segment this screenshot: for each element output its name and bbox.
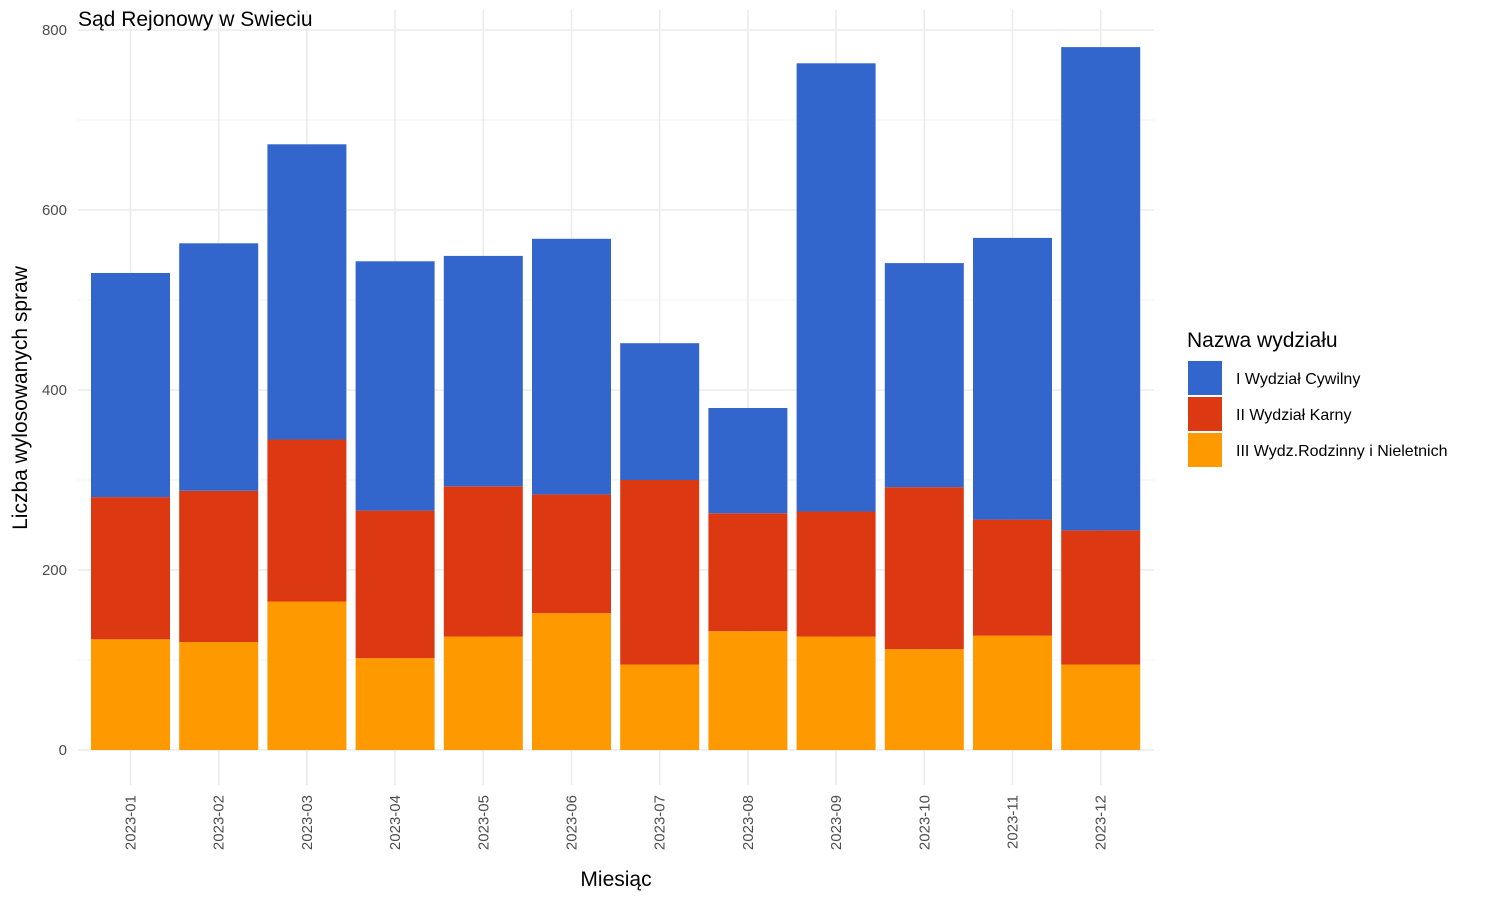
bar-segment [179, 490, 259, 642]
y-tick-label: 800 [42, 22, 67, 39]
bar-segment [532, 613, 611, 750]
bar-segment [355, 261, 435, 511]
x-tick-label: 2023-02 [211, 795, 228, 850]
y-tick-label: 600 [42, 202, 67, 219]
legend: Nazwa wydziału I Wydział Cywilny II Wydzi… [1187, 329, 1448, 467]
bar-segment [973, 635, 1052, 750]
bar-segment [1061, 530, 1141, 665]
bar-segment [179, 642, 259, 750]
x-tick-label: 2023-04 [387, 795, 404, 850]
bar-segment [179, 243, 259, 491]
bar-segment [267, 144, 347, 440]
x-axis-title: Miesiąc [580, 868, 651, 891]
bar-segment [355, 658, 435, 750]
bar-segment [884, 263, 964, 488]
x-tick-label: 2023-08 [740, 795, 757, 850]
x-tick-label: 2023-09 [828, 795, 845, 850]
bar-segment [1061, 664, 1141, 750]
bar-segment [91, 497, 170, 640]
x-tick-label: 2023-01 [123, 795, 140, 850]
bar-segment [708, 631, 788, 750]
bar-segment [532, 238, 611, 495]
bar-segment [796, 63, 876, 512]
bar-segment [708, 408, 788, 514]
bar-segment [884, 487, 964, 650]
bar-segment [620, 480, 700, 665]
bar-segment [708, 513, 788, 632]
legend-label: I Wydział Cywilny [1236, 371, 1360, 388]
y-tick-labels: 0 200 400 600 800 [42, 22, 67, 759]
y-tick-label: 200 [42, 562, 67, 579]
bars [91, 47, 1141, 750]
x-tick-label: 2023-12 [1093, 795, 1110, 850]
legend-label: II Wydział Karny [1236, 407, 1351, 424]
bar-segment [1061, 47, 1141, 531]
x-tick-label: 2023-03 [299, 795, 316, 850]
bar-segment [796, 636, 876, 750]
bar-segment [532, 494, 611, 614]
bar-segment [91, 273, 170, 498]
bar-segment [443, 636, 523, 750]
y-tick-label: 400 [42, 382, 67, 399]
x-tick-label: 2023-06 [564, 795, 581, 850]
bar-segment [620, 664, 700, 750]
bar-segment [973, 237, 1052, 520]
chart-title: Sąd Rejonowy w Swieciu [78, 8, 313, 31]
bar-segment [443, 255, 523, 487]
legend-title: Nazwa wydziału [1187, 329, 1338, 352]
legend-swatch [1188, 433, 1222, 467]
bar-segment [620, 343, 700, 480]
x-tick-label: 2023-05 [475, 795, 492, 850]
bar-segment [973, 519, 1052, 636]
bar-segment [91, 639, 170, 750]
x-tick-labels: 2023-01 2023-02 2023-03 2023-04 2023-05 2023-… [123, 795, 1110, 850]
legend-label: III Wydz.Rodzinny i Nieletnich [1236, 443, 1448, 460]
bar-segment [267, 439, 347, 602]
y-tick-label: 0 [59, 742, 67, 759]
bar-segment [267, 601, 347, 750]
x-tick-label: 2023-11 [1005, 795, 1022, 849]
bar-segment [443, 486, 523, 637]
y-axis-title: Liczba wylosowanych spraw [9, 265, 32, 530]
bar-segment [355, 510, 435, 659]
bar-segment [884, 649, 964, 750]
legend-swatch [1188, 361, 1222, 395]
x-tick-label: 2023-07 [652, 795, 669, 850]
bar-segment [796, 511, 876, 637]
x-tick-label: 2023-10 [916, 795, 933, 850]
legend-swatch [1188, 397, 1222, 431]
